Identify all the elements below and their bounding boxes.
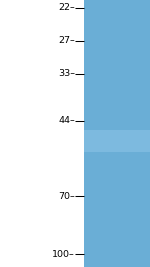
Text: 70–: 70– xyxy=(58,192,75,201)
Text: 44–: 44– xyxy=(58,116,75,125)
Text: 27–: 27– xyxy=(58,37,75,45)
Text: 33–: 33– xyxy=(58,69,75,78)
Bar xyxy=(84,129,150,152)
Text: 100–: 100– xyxy=(52,250,75,259)
Bar xyxy=(84,0,150,267)
Text: 22–: 22– xyxy=(58,3,75,12)
